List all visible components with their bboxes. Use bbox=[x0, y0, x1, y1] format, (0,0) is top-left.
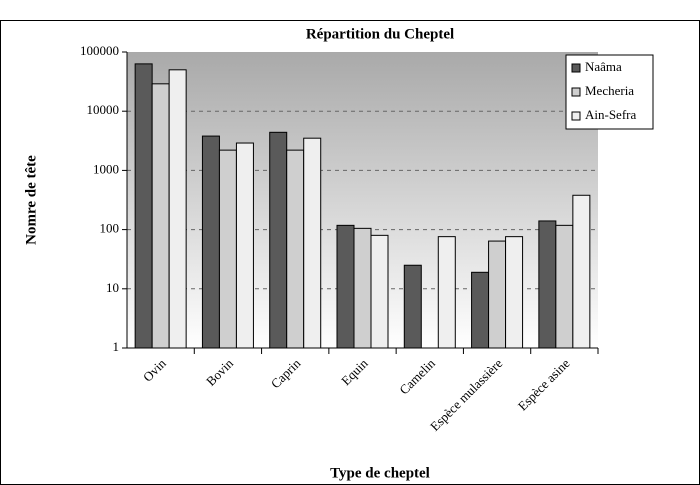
y-tick-label: 100000 bbox=[80, 43, 119, 58]
bar bbox=[218, 149, 237, 349]
bar bbox=[151, 83, 170, 349]
legend-swatch bbox=[571, 63, 581, 73]
bar bbox=[134, 63, 153, 349]
bar bbox=[403, 264, 422, 349]
y-tick-label: 1 bbox=[113, 339, 120, 354]
bar bbox=[168, 69, 187, 349]
bar bbox=[286, 149, 305, 349]
bar bbox=[538, 220, 557, 349]
y-tick-label: 100 bbox=[100, 221, 120, 236]
legend-label: Mecheria bbox=[585, 83, 634, 98]
bar bbox=[555, 224, 574, 349]
bar bbox=[336, 224, 355, 349]
bar bbox=[269, 131, 288, 349]
x-axis-label: Type de cheptel bbox=[330, 465, 430, 481]
bar bbox=[370, 234, 389, 349]
bar bbox=[353, 227, 372, 349]
bar bbox=[488, 240, 507, 349]
legend-label: Naâma bbox=[585, 59, 622, 74]
y-tick-label: 1000 bbox=[93, 161, 119, 176]
legend-swatch bbox=[571, 111, 581, 121]
bar bbox=[235, 142, 254, 349]
bar bbox=[572, 194, 591, 349]
y-tick-label: 10 bbox=[106, 280, 119, 295]
bar bbox=[437, 236, 456, 349]
bar bbox=[471, 271, 490, 349]
bar bbox=[505, 236, 524, 349]
legend-label: Ain-Sefra bbox=[585, 107, 636, 122]
chart-title: Répartition du Cheptel bbox=[306, 26, 454, 42]
y-tick-label: 10000 bbox=[87, 102, 120, 117]
legend-swatch bbox=[571, 87, 581, 97]
bar bbox=[201, 135, 220, 349]
bar bbox=[303, 137, 322, 349]
y-axis-label: Nomre de tête bbox=[23, 155, 39, 245]
